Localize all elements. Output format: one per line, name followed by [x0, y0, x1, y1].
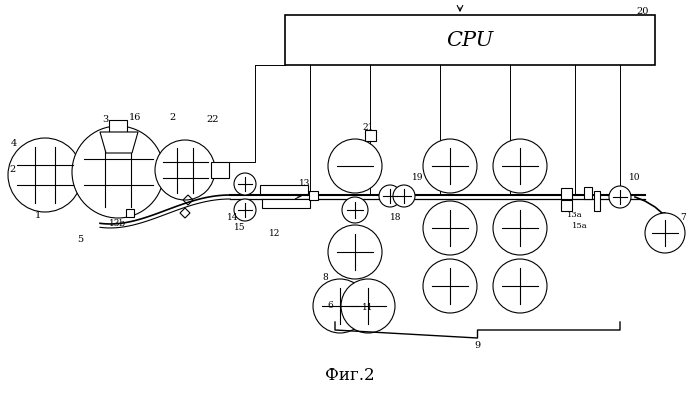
- Circle shape: [493, 259, 547, 313]
- Circle shape: [341, 279, 395, 333]
- Text: 5: 5: [77, 235, 83, 244]
- Text: 4: 4: [11, 138, 17, 147]
- Text: 18: 18: [390, 213, 402, 222]
- Bar: [594, 191, 600, 211]
- Circle shape: [493, 139, 547, 193]
- Text: 14: 14: [227, 213, 239, 222]
- Circle shape: [313, 279, 367, 333]
- Text: CPU: CPU: [447, 31, 493, 50]
- Bar: [308, 191, 317, 200]
- Text: 15: 15: [234, 224, 246, 233]
- Text: 8: 8: [322, 274, 328, 283]
- Circle shape: [234, 173, 256, 195]
- Circle shape: [423, 201, 477, 255]
- Text: 2: 2: [169, 114, 175, 123]
- Bar: [584, 187, 592, 199]
- Bar: [262, 199, 310, 208]
- Circle shape: [155, 140, 215, 200]
- Text: 13b: 13b: [110, 219, 127, 228]
- Text: 16: 16: [129, 114, 141, 123]
- Circle shape: [234, 199, 256, 221]
- Text: 20: 20: [637, 7, 649, 17]
- Circle shape: [609, 186, 631, 208]
- Text: 19: 19: [412, 173, 424, 182]
- Circle shape: [423, 139, 477, 193]
- Text: 22: 22: [207, 116, 219, 125]
- Text: 1: 1: [35, 211, 41, 220]
- Text: 6: 6: [327, 301, 333, 310]
- Circle shape: [342, 197, 368, 223]
- Text: 3: 3: [102, 116, 108, 125]
- Text: 11: 11: [362, 303, 374, 312]
- Text: 13: 13: [299, 178, 310, 187]
- Text: 9: 9: [475, 340, 481, 349]
- Circle shape: [72, 126, 164, 218]
- Circle shape: [328, 139, 382, 193]
- Circle shape: [379, 185, 401, 207]
- Bar: [561, 187, 572, 198]
- Circle shape: [328, 225, 382, 279]
- Bar: [561, 200, 572, 211]
- Text: 13a: 13a: [567, 211, 583, 219]
- Circle shape: [423, 259, 477, 313]
- Circle shape: [493, 201, 547, 255]
- Text: 2: 2: [9, 165, 15, 174]
- Text: 7: 7: [680, 213, 686, 222]
- Bar: [285, 15, 655, 65]
- Circle shape: [393, 185, 415, 207]
- Bar: [260, 185, 308, 194]
- Bar: [211, 162, 229, 178]
- Text: 12: 12: [269, 228, 281, 237]
- Text: 15a: 15a: [572, 222, 588, 230]
- Bar: [126, 209, 134, 217]
- Text: Фиг.2: Фиг.2: [325, 367, 375, 384]
- Text: 10: 10: [629, 173, 641, 182]
- Circle shape: [8, 138, 82, 212]
- Text: 21: 21: [362, 123, 374, 132]
- Circle shape: [645, 213, 685, 253]
- Polygon shape: [100, 132, 138, 153]
- Bar: [109, 120, 127, 132]
- Bar: [364, 130, 375, 141]
